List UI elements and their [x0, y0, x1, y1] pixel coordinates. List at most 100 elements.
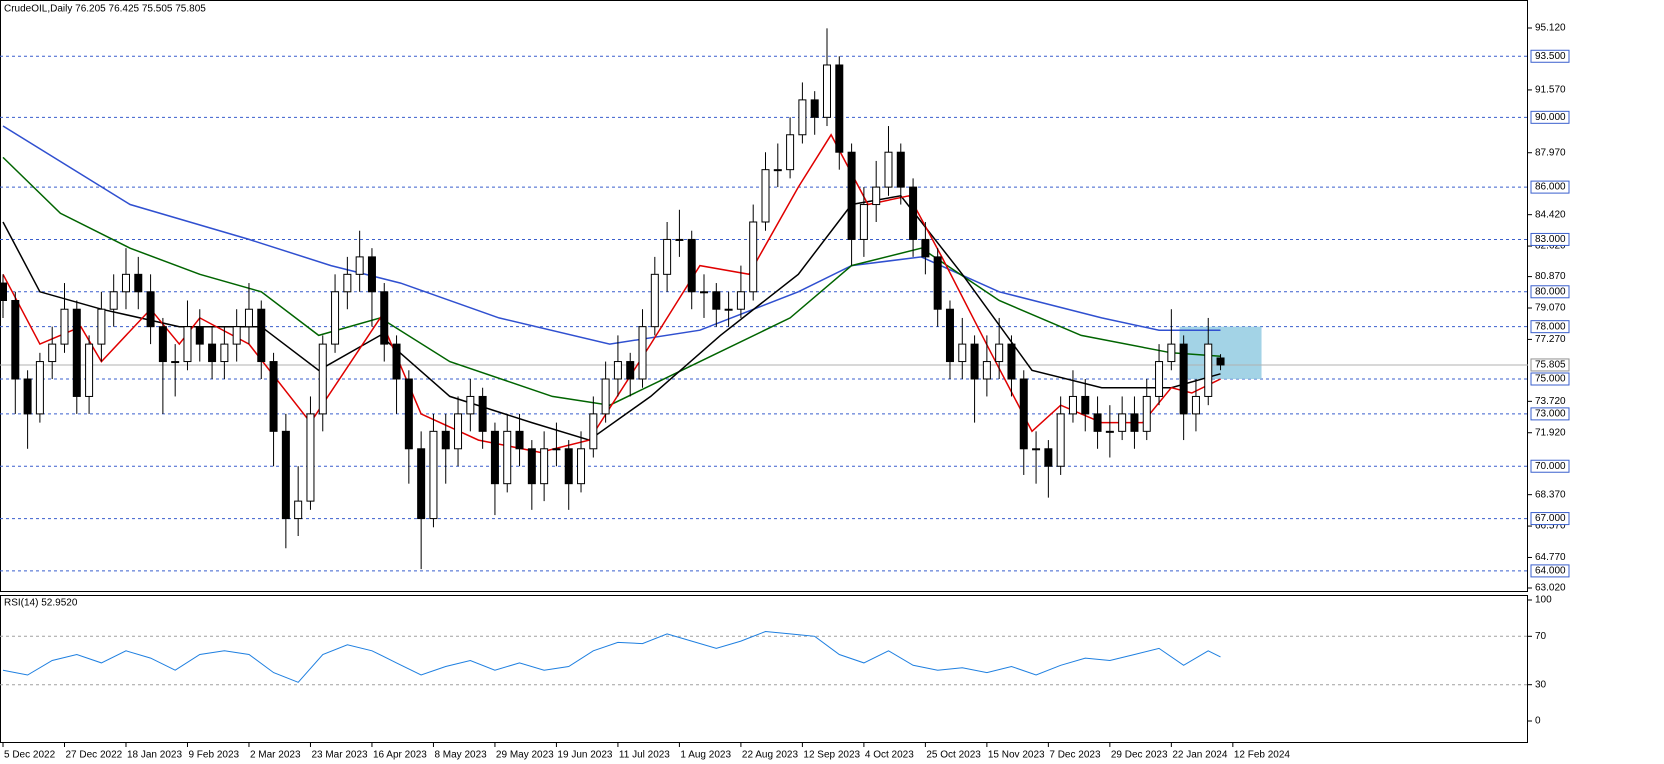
candle-body — [97, 308, 106, 345]
y-tick-label: 77.270 — [1535, 334, 1566, 345]
level-label: 75.000 — [1535, 374, 1566, 385]
level-label-box — [1530, 459, 1570, 473]
candle-body — [60, 308, 69, 345]
x-tick-label: 9 Feb 2023 — [188, 750, 239, 761]
candle-body — [454, 413, 463, 450]
candle-body — [798, 99, 807, 136]
candle-body — [773, 169, 782, 172]
candle-body — [736, 291, 745, 310]
level-label-box — [1530, 232, 1570, 246]
x-tick-label: 22 Jan 2024 — [1172, 750, 1227, 761]
candle-body — [970, 343, 979, 380]
candle-body — [663, 238, 672, 275]
candle-body — [564, 448, 573, 485]
chart-title: CrudeOIL,Daily 76.205 76.425 75.505 75.8… — [4, 4, 206, 15]
y-tick-label: 71.920 — [1535, 427, 1566, 438]
candle-body — [367, 256, 376, 293]
x-tick-label: 27 Dec 2022 — [65, 750, 122, 761]
candle-body — [146, 291, 155, 328]
candle-body — [872, 186, 881, 206]
candle-body — [257, 308, 266, 363]
candle-body — [786, 134, 795, 171]
candle-body — [650, 273, 659, 328]
candle-body — [183, 326, 192, 363]
level-label: 86.000 — [1535, 182, 1566, 193]
price-panel-frame — [0, 0, 1528, 592]
candle-body — [896, 151, 905, 188]
y-tick-label: 79.070 — [1535, 303, 1566, 314]
x-tick-label: 29 Dec 2023 — [1111, 750, 1168, 761]
candle-body — [601, 378, 610, 415]
candle-body — [380, 291, 389, 345]
x-tick-label: 25 Oct 2023 — [926, 750, 981, 761]
candle-body — [158, 326, 167, 363]
candle-body — [527, 448, 536, 485]
candle-body — [294, 500, 303, 520]
candle-body — [700, 291, 709, 294]
level-label-box — [1530, 407, 1570, 421]
candle-body — [1216, 357, 1225, 366]
level-label: 80.000 — [1535, 286, 1566, 297]
level-label-box — [1530, 564, 1570, 578]
last-price-box — [1530, 358, 1570, 372]
candle-body — [85, 343, 94, 397]
candle-body — [626, 361, 635, 380]
candle-body — [1155, 361, 1164, 397]
candle-body — [552, 448, 561, 451]
candle-body — [761, 169, 770, 223]
candle-body — [23, 378, 32, 415]
candle-body — [281, 430, 290, 520]
y-tick-label: 80.870 — [1535, 271, 1566, 282]
x-tick-label: 5 Dec 2022 — [4, 750, 56, 761]
candle-body — [933, 256, 942, 310]
level-label-box — [1530, 512, 1570, 526]
candle-body — [121, 273, 130, 293]
moving-average — [2, 133, 1221, 454]
candle-body — [1007, 343, 1016, 380]
x-tick-label: 11 Jul 2023 — [619, 750, 670, 761]
candle-body — [1081, 395, 1090, 415]
candle-body — [343, 273, 352, 293]
candle-body — [724, 308, 733, 311]
candle-body — [1105, 430, 1114, 433]
last-price-label: 75.805 — [1535, 360, 1566, 371]
level-label: 83.000 — [1535, 234, 1566, 245]
y-tick-label: 63.020 — [1535, 583, 1566, 594]
y-tick-label: 66.570 — [1535, 521, 1566, 532]
candle-body — [1068, 395, 1077, 415]
candle-body — [134, 273, 143, 293]
candle-body — [306, 413, 315, 502]
x-tick-label: 29 May 2023 — [496, 750, 554, 761]
candle-body — [945, 308, 954, 363]
rsi-line — [2, 630, 1221, 683]
level-label: 73.000 — [1535, 409, 1566, 420]
candle-body — [1179, 343, 1188, 415]
candle-body — [466, 395, 475, 415]
candle-body — [1019, 378, 1028, 450]
candle-body — [171, 361, 180, 364]
y-tick-label: 84.420 — [1535, 209, 1566, 220]
level-label: 78.000 — [1535, 321, 1566, 332]
level-label-box — [1530, 372, 1570, 386]
candle-body — [11, 299, 20, 380]
y-tick-label: 91.570 — [1535, 85, 1566, 96]
candle-body — [909, 186, 918, 240]
candle-body — [1056, 413, 1065, 467]
level-label-box — [1530, 110, 1570, 124]
level-label-box — [1530, 49, 1570, 63]
x-tick-label: 23 Mar 2023 — [311, 750, 368, 761]
x-tick-label: 2 Mar 2023 — [250, 750, 301, 761]
candle-body — [72, 308, 81, 397]
candle-body — [884, 151, 893, 188]
candle-body — [208, 343, 217, 363]
candle-body — [404, 378, 413, 450]
candle-body — [1204, 343, 1213, 397]
candle-body — [1130, 413, 1139, 432]
candle-body — [687, 238, 696, 293]
candle-body — [1191, 395, 1200, 415]
candle-body — [35, 361, 44, 415]
candle-body — [331, 291, 340, 345]
candle-body — [1093, 413, 1102, 432]
candle-body — [712, 291, 721, 310]
